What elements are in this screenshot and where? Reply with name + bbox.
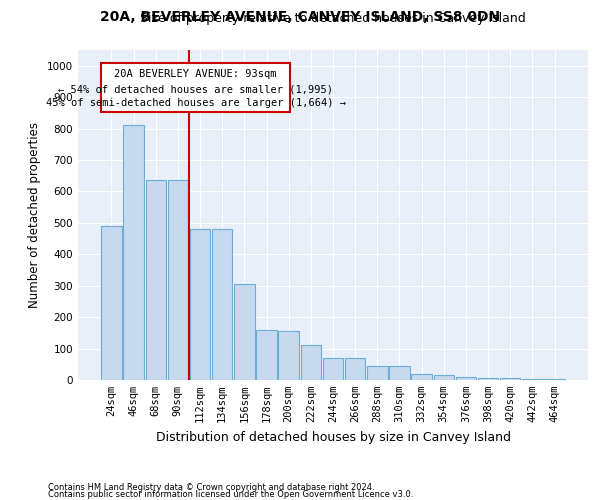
FancyBboxPatch shape [101, 63, 290, 112]
Bar [478, 378, 499, 380]
Bar [146, 180, 166, 380]
Bar [456, 378, 476, 380]
Bar [522, 379, 542, 380]
Bar [544, 379, 565, 380]
Bar [389, 366, 410, 380]
Bar [256, 330, 277, 380]
Text: 45% of semi-detached houses are larger (1,664) →: 45% of semi-detached houses are larger (… [46, 98, 346, 108]
Bar [345, 358, 365, 380]
Text: Contains public sector information licensed under the Open Government Licence v3: Contains public sector information licen… [48, 490, 413, 499]
Bar [434, 376, 454, 380]
Bar [167, 180, 188, 380]
Bar [234, 284, 254, 380]
Bar [212, 229, 232, 380]
Text: ← 54% of detached houses are smaller (1,995): ← 54% of detached houses are smaller (1,… [58, 84, 333, 94]
Bar [190, 229, 210, 380]
Text: Contains HM Land Registry data © Crown copyright and database right 2024.: Contains HM Land Registry data © Crown c… [48, 484, 374, 492]
Text: 20A, BEVERLEY AVENUE, CANVEY ISLAND, SS8 0DN: 20A, BEVERLEY AVENUE, CANVEY ISLAND, SS8… [100, 10, 500, 24]
Bar [101, 226, 122, 380]
Bar [367, 366, 388, 380]
X-axis label: Distribution of detached houses by size in Canvey Island: Distribution of detached houses by size … [155, 430, 511, 444]
Title: Size of property relative to detached houses in Canvey Island: Size of property relative to detached ho… [140, 12, 526, 25]
Bar [412, 374, 432, 380]
Bar [278, 332, 299, 380]
Text: 20A BEVERLEY AVENUE: 93sqm: 20A BEVERLEY AVENUE: 93sqm [115, 69, 277, 79]
Bar [500, 378, 520, 380]
Y-axis label: Number of detached properties: Number of detached properties [28, 122, 41, 308]
Bar [301, 346, 321, 380]
Bar [124, 126, 144, 380]
Bar [323, 358, 343, 380]
